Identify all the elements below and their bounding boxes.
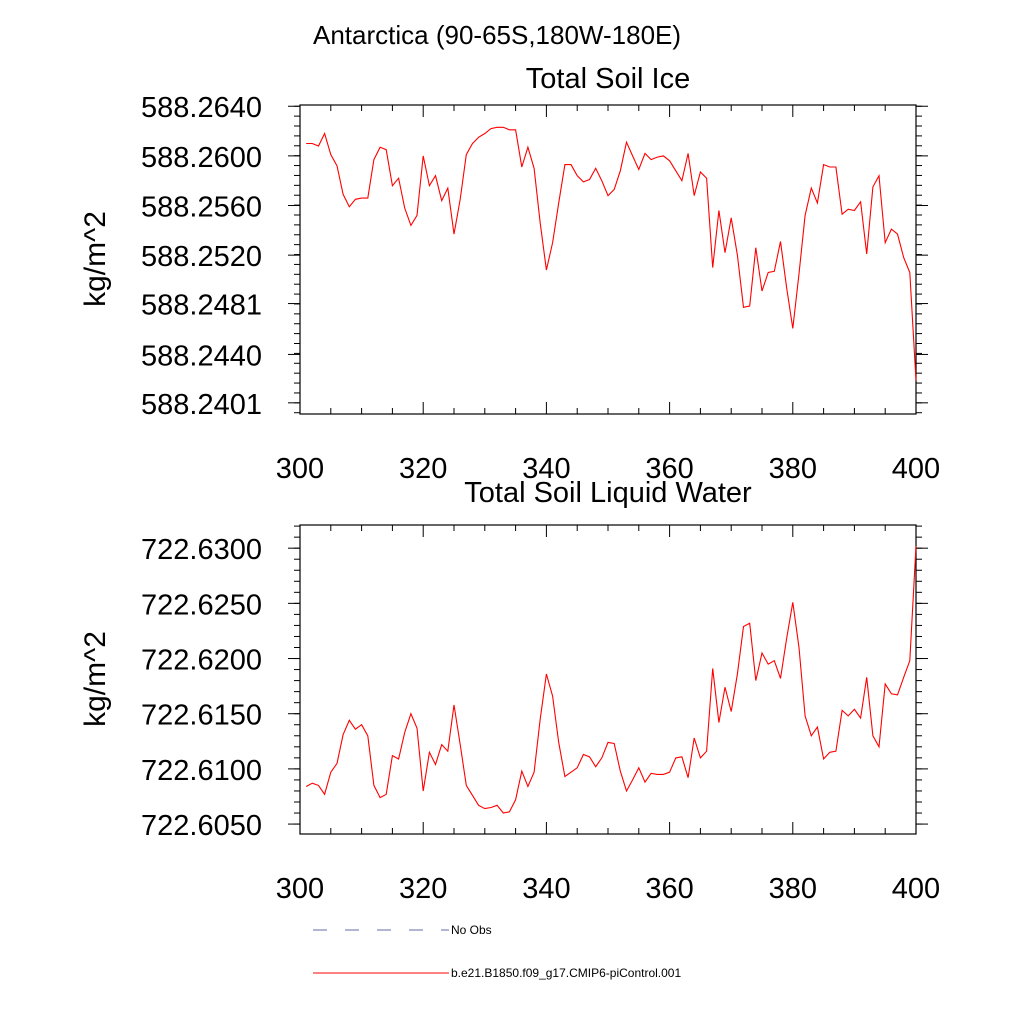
plot-frame: [299, 524, 917, 835]
y-tick-label: 588.2481: [141, 290, 262, 322]
x-tick-label: 360: [645, 453, 693, 485]
panel-total-soil-ice: Total Soil Ice kg/m^2 588.2401 588.2440 58…: [79, 63, 940, 485]
x-tick-label: 300: [276, 453, 324, 485]
series-line: [305, 545, 917, 814]
y-tick-label: 588.2440: [141, 340, 262, 372]
y-tick-label: 588.2401: [141, 389, 262, 421]
y-tick-label: 588.2640: [141, 92, 262, 124]
y-tick-label: 722.6100: [141, 755, 262, 787]
x-tick-label: 380: [769, 453, 817, 485]
y-axis-label: kg/m^2: [79, 631, 112, 727]
x-tick-label: 320: [399, 873, 447, 905]
y-tick-label: 722.6050: [141, 810, 262, 842]
y-tick-label: 722.6300: [141, 534, 262, 566]
panel-title: Total Soil Liquid Water: [464, 477, 752, 509]
panel-title: Total Soil Ice: [526, 63, 690, 95]
y-tick-label: 722.6250: [141, 589, 262, 621]
panel-total-soil-liquid-water: Total Soil Liquid Water kg/m^2 722.6050 7…: [79, 477, 940, 905]
y-tick-label: 588.2560: [141, 192, 262, 224]
y-axis-label: kg/m^2: [79, 211, 112, 307]
series-line: [306, 126, 917, 381]
plot-frame: [299, 104, 917, 415]
x-tick-label: 400: [892, 873, 940, 905]
x-tick-label: 340: [522, 453, 570, 485]
y-tick-label: 722.6150: [141, 700, 262, 732]
figure-suptitle: Antarctica (90-65S,180W-180E): [313, 20, 681, 50]
x-tick-label: 400: [892, 453, 940, 485]
x-tick-label: 360: [645, 873, 693, 905]
y-tick-label: 722.6200: [141, 645, 262, 677]
y-tick-label: 588.2520: [141, 241, 262, 273]
legend-label-model: b.e21.B1850.f09_g17.CMIP6-piControl.001: [451, 966, 681, 980]
y-tick-label: 588.2600: [141, 142, 262, 174]
x-tick-label: 320: [399, 453, 447, 485]
x-tick-label: 340: [522, 873, 570, 905]
legend: No Obs b.e21.B1850.f09_g17.CMIP6-piContr…: [313, 923, 681, 980]
legend-label-no-obs: No Obs: [451, 923, 492, 937]
x-tick-label: 300: [276, 873, 324, 905]
x-tick-label: 380: [769, 873, 817, 905]
